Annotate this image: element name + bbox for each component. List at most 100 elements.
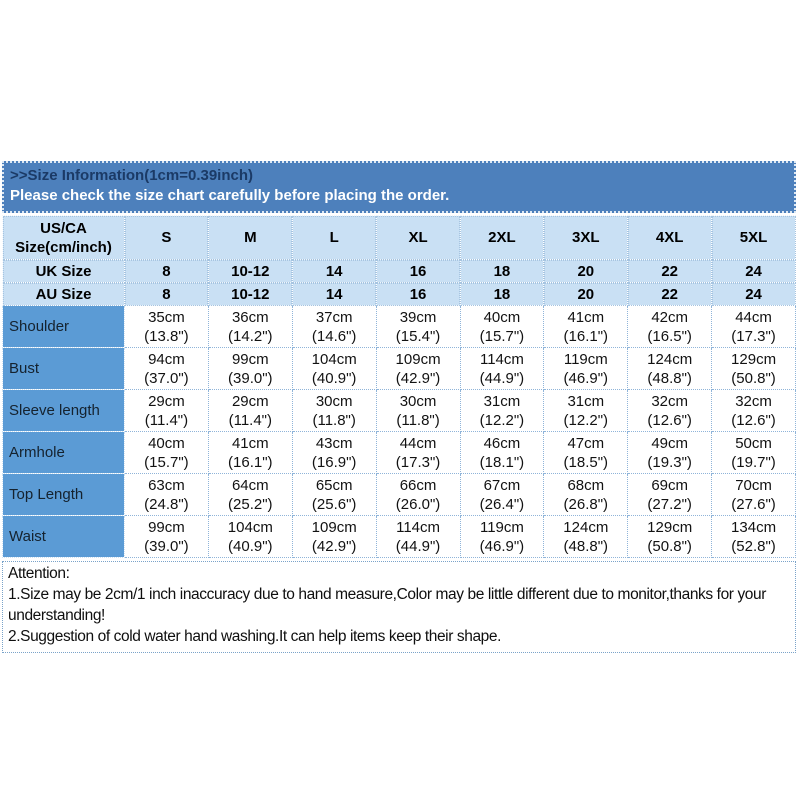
measurement-cell: 124cm (48.8") (627, 347, 713, 390)
measurement-cell: 134cm (52.8") (711, 515, 796, 558)
measurement-cell: 109cm (42.9") (291, 515, 377, 558)
measurement-cell: 129cm (50.8") (711, 347, 796, 390)
attention-line-1: 1.Size may be 2cm/1 inch inaccuracy due … (8, 586, 767, 603)
measurement-label: Shoulder (2, 305, 125, 348)
measurement-label: Waist (2, 515, 125, 558)
au-size-cell: 20 (543, 282, 629, 306)
measurement-cell: 40cm (15.7") (459, 305, 545, 348)
measurement-row-top-length: Top Length 63cm (24.8") 64cm (25.2") 65cm(… (2, 473, 796, 516)
measurement-cell: 42cm (16.5") (627, 305, 713, 348)
measurement-cell: 63cm (24.8") (124, 473, 209, 516)
measurement-cell: 94cm (37.0") (124, 347, 209, 390)
size-table: US/CA Size(cm/inch) S M L XL 2XL 3XL 4XL… (2, 215, 796, 558)
measurement-cell: 69cm (27.2") (627, 473, 713, 516)
corner-header-line1: US/CA (40, 219, 87, 237)
au-size-row: AU Size 8 10-12 14 16 18 20 22 24 (2, 282, 796, 306)
au-size-cell: 16 (375, 282, 461, 306)
attention-line-1b: understanding! (8, 607, 105, 624)
uk-size-cell: 24 (711, 259, 796, 283)
uk-size-cell: 18 (459, 259, 545, 283)
au-size-cell: 18 (459, 282, 545, 306)
banner-subtitle: Please check the size chart carefully be… (10, 187, 450, 204)
uk-size-label: UK Size (2, 259, 125, 283)
au-size-label: AU Size (2, 282, 125, 306)
measurement-cell: 47cm (18.5") (543, 431, 629, 474)
uk-size-cell: 14 (291, 259, 377, 283)
attention-line-2: 2.Suggestion of cold water hand washing.… (8, 628, 502, 645)
size-col-header-m: M (207, 215, 293, 260)
au-size-cell: 14 (291, 282, 377, 306)
measurement-cell: 29cm (11.4") (124, 389, 209, 432)
measurement-cell: 119cm (46.9") (543, 347, 629, 390)
measurement-cell: 41cm (16.1") (543, 305, 629, 348)
measurement-label: Bust (2, 347, 125, 390)
measurement-cell: 29cm (11.4") (207, 389, 293, 432)
au-size-cell: 10-12 (207, 282, 293, 306)
measurement-cell: 65cm (25.6") (291, 473, 377, 516)
attention-heading: Attention: (8, 565, 70, 582)
measurement-cell: 109cm (42.9") (375, 347, 461, 390)
au-size-cell: 22 (627, 282, 713, 306)
size-col-header-4xl: 4XL (627, 215, 713, 260)
measurement-cell: 43cm (16.9") (291, 431, 377, 474)
uk-size-cell: 22 (627, 259, 713, 283)
measurement-label: Top Length (2, 473, 125, 516)
measurement-cell: 104cm (40.9") (291, 347, 377, 390)
measurement-cell: 67cm (26.4") (459, 473, 545, 516)
measurement-cell: 37cm (14.6") (291, 305, 377, 348)
size-header-row: US/CA Size(cm/inch) S M L XL 2XL 3XL 4XL… (2, 215, 796, 260)
measurement-cell: 64cm (25.2") (207, 473, 293, 516)
measurement-cell: 114cm (44.9") (375, 515, 461, 558)
measurement-cell: 49cm (19.3") (627, 431, 713, 474)
measurement-cell: 32cm (12.6") (627, 389, 713, 432)
measurement-cell: 119cm (46.9") (459, 515, 545, 558)
measurement-cell: 30cm (11.8") (375, 389, 461, 432)
size-col-header-l: L (291, 215, 377, 260)
measurement-row-shoulder: Shoulder 35cm (13.8") 36cm (14.2") 37cm (14… (2, 305, 796, 348)
uk-size-cell: 16 (375, 259, 461, 283)
uk-size-cell: 20 (543, 259, 629, 283)
measurement-cell: 114cm (44.9") (459, 347, 545, 390)
measurement-label: Sleeve length (2, 389, 125, 432)
size-col-header-5xl: 5XL (711, 215, 796, 260)
measurement-cell: 66cm (26.0") (375, 473, 461, 516)
measurement-cell: 44cm (17.3") (375, 431, 461, 474)
measurement-cell: 35cm (13.8") (124, 305, 209, 348)
measurement-cell: 36cm (14.2") (207, 305, 293, 348)
measurement-row-bust: Bust 94cm (37.0") 99cm (39.0") 104cm (40.9"… (2, 347, 796, 390)
uk-size-cell: 10-12 (207, 259, 293, 283)
attention-note: Attention: 1.Size may be 2cm/1 inch inac… (2, 561, 796, 653)
measurement-row-armhole: Armhole 40cm (15.7") 41cm (16.1") 43cm (16.… (2, 431, 796, 474)
au-size-cell: 8 (124, 282, 209, 306)
measurement-cell: 46cm (18.1") (459, 431, 545, 474)
size-col-header-3xl: 3XL (543, 215, 629, 260)
measurement-cell: 31cm (12.2") (543, 389, 629, 432)
uk-size-row: UK Size 8 10-12 14 16 18 20 22 24 (2, 259, 796, 283)
measurement-row-waist: Waist 99cm (39.0") 104cm (40.9") 109cm (42.… (2, 515, 796, 558)
measurement-cell: 44cm (17.3") (711, 305, 796, 348)
measurement-cell: 124cm (48.8") (543, 515, 629, 558)
size-col-header-xl: XL (375, 215, 461, 260)
size-chart-content: >>Size Information(1cm=0.39inch) Please … (2, 161, 796, 653)
info-banner: >>Size Information(1cm=0.39inch) Please … (2, 161, 796, 213)
corner-header-line2: Size(cm/inch) (15, 238, 112, 256)
au-size-cell: 24 (711, 282, 796, 306)
measurement-cell: 70cm (27.6") (711, 473, 796, 516)
measurement-cell: 99cm (39.0") (207, 347, 293, 390)
measurement-cell: 104cm (40.9") (207, 515, 293, 558)
measurement-cell: 68cm (26.8") (543, 473, 629, 516)
measurement-cell: 30cm (11.8") (291, 389, 377, 432)
uk-size-cell: 8 (124, 259, 209, 283)
measurement-cell: 32cm (12.6") (711, 389, 796, 432)
measurement-row-sleeve-length: Sleeve length 29cm (11.4") 29cm (11.4") 30… (2, 389, 796, 432)
measurement-cell: 129cm (50.8") (627, 515, 713, 558)
measurement-label: Armhole (2, 431, 125, 474)
size-col-header-2xl: 2XL (459, 215, 545, 260)
measurement-cell: 39cm (15.4") (375, 305, 461, 348)
corner-header-cell: US/CA Size(cm/inch) (2, 215, 125, 260)
measurement-cell: 50cm (19.7") (711, 431, 796, 474)
banner-title: >>Size Information(1cm=0.39inch) (10, 167, 253, 184)
measurement-cell: 40cm (15.7") (124, 431, 209, 474)
measurement-cell: 99cm (39.0") (124, 515, 209, 558)
